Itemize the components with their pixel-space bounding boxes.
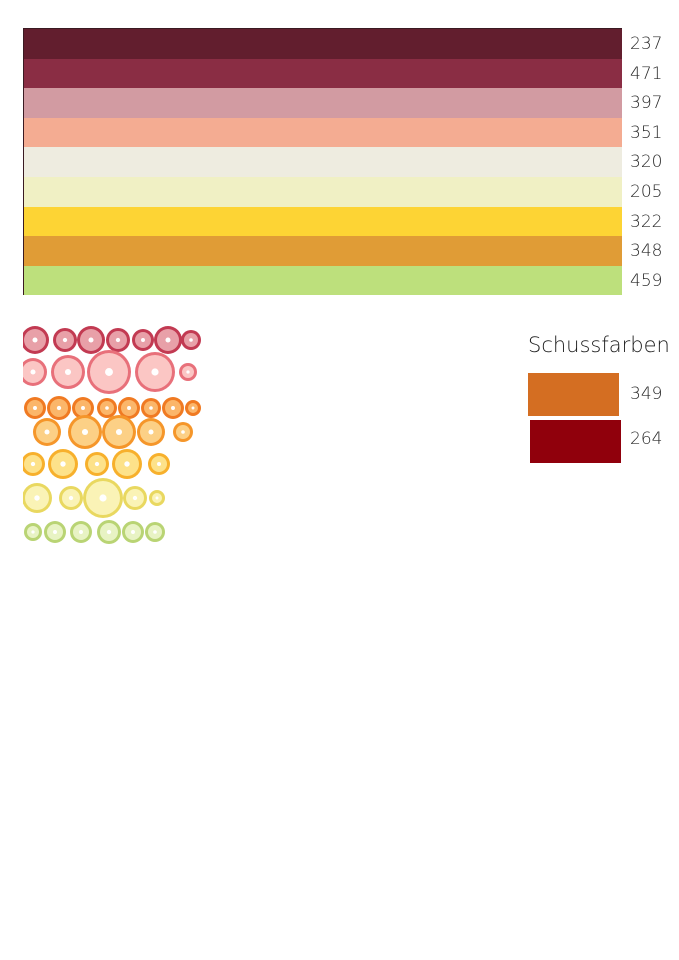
citrus-slice-core xyxy=(132,495,138,501)
citrus-slice-core xyxy=(141,338,145,342)
citrus-slice-core xyxy=(56,405,62,411)
citrus-slice-core xyxy=(94,461,100,467)
warp-code: 459 xyxy=(630,270,663,291)
citrus-slice-core xyxy=(105,406,109,410)
citrus-slice-core xyxy=(155,496,159,500)
citrus-slice-core xyxy=(151,368,159,376)
citrus-slice-core xyxy=(31,530,35,534)
warp-code: 471 xyxy=(630,63,663,84)
warp-code: 397 xyxy=(630,93,663,114)
citrus-slice-core xyxy=(88,337,94,343)
warp-stripe: 237 xyxy=(24,29,662,59)
citrus-slice-core xyxy=(181,430,185,434)
citrus-slice-core xyxy=(149,406,153,410)
citrus-slice-core xyxy=(115,337,121,343)
warp-stripe: 320 xyxy=(24,147,662,177)
citrus-slice-core xyxy=(32,337,38,343)
citrus-slice-core xyxy=(64,368,72,376)
citrus-slice-core xyxy=(115,428,123,436)
citrus-slice-core xyxy=(105,368,113,376)
citrus-slice-core xyxy=(81,406,85,410)
citrus-slices-photo xyxy=(23,320,201,558)
citrus-slice-core xyxy=(165,337,171,343)
weft-code: 264 xyxy=(630,429,663,449)
warp-code: 351 xyxy=(630,122,663,143)
warp-stripe: 348 xyxy=(24,236,662,266)
citrus-slice-core xyxy=(68,495,74,501)
citrus-slice-core xyxy=(81,428,89,436)
citrus-slice-core xyxy=(157,462,161,466)
citrus-slice-core xyxy=(60,461,66,467)
weft-title: Schussfarben xyxy=(528,333,670,357)
citrus-slice-core xyxy=(148,429,154,435)
warp-code: 348 xyxy=(630,241,663,262)
citrus-slice-core xyxy=(30,369,36,375)
citrus-slice-core xyxy=(99,494,107,502)
weft-swatch xyxy=(530,420,621,463)
warp-stripe: 205 xyxy=(24,176,662,207)
weft-code: 349 xyxy=(630,384,663,404)
citrus-slice-core xyxy=(127,406,131,410)
citrus-slice-core xyxy=(131,530,135,534)
citrus-slice-core xyxy=(106,529,112,535)
citrus-slice-core xyxy=(124,461,130,467)
warp-code: 322 xyxy=(630,211,663,232)
warp-code: 320 xyxy=(630,152,663,173)
citrus-slice-core xyxy=(30,461,36,467)
citrus-slice-core xyxy=(44,429,50,435)
warp-stripe: 471 xyxy=(24,58,662,89)
warp-stripe: 459 xyxy=(24,265,662,296)
citrus-slice-core xyxy=(79,530,83,534)
citrus-slice-core xyxy=(189,338,193,342)
citrus-slice-core xyxy=(53,530,57,534)
citrus-slice-core xyxy=(153,530,157,534)
citrus-slice-core xyxy=(33,406,37,410)
citrus-slice-core xyxy=(186,370,190,374)
citrus-slice-core xyxy=(34,495,40,501)
warp-stripe: 322 xyxy=(24,206,662,237)
warp-stripe: 351 xyxy=(24,117,662,148)
citrus-slice-core xyxy=(191,406,195,410)
citrus-slice-core xyxy=(62,337,68,343)
warp-stripes: 237 471 397 351 320 205 322 348 459 xyxy=(23,28,662,296)
weft-swatch xyxy=(528,373,619,416)
warp-code: 237 xyxy=(630,34,663,54)
warp-code: 205 xyxy=(630,181,663,202)
citrus-slice-core xyxy=(171,406,175,410)
warp-stripe: 397 xyxy=(24,88,662,118)
